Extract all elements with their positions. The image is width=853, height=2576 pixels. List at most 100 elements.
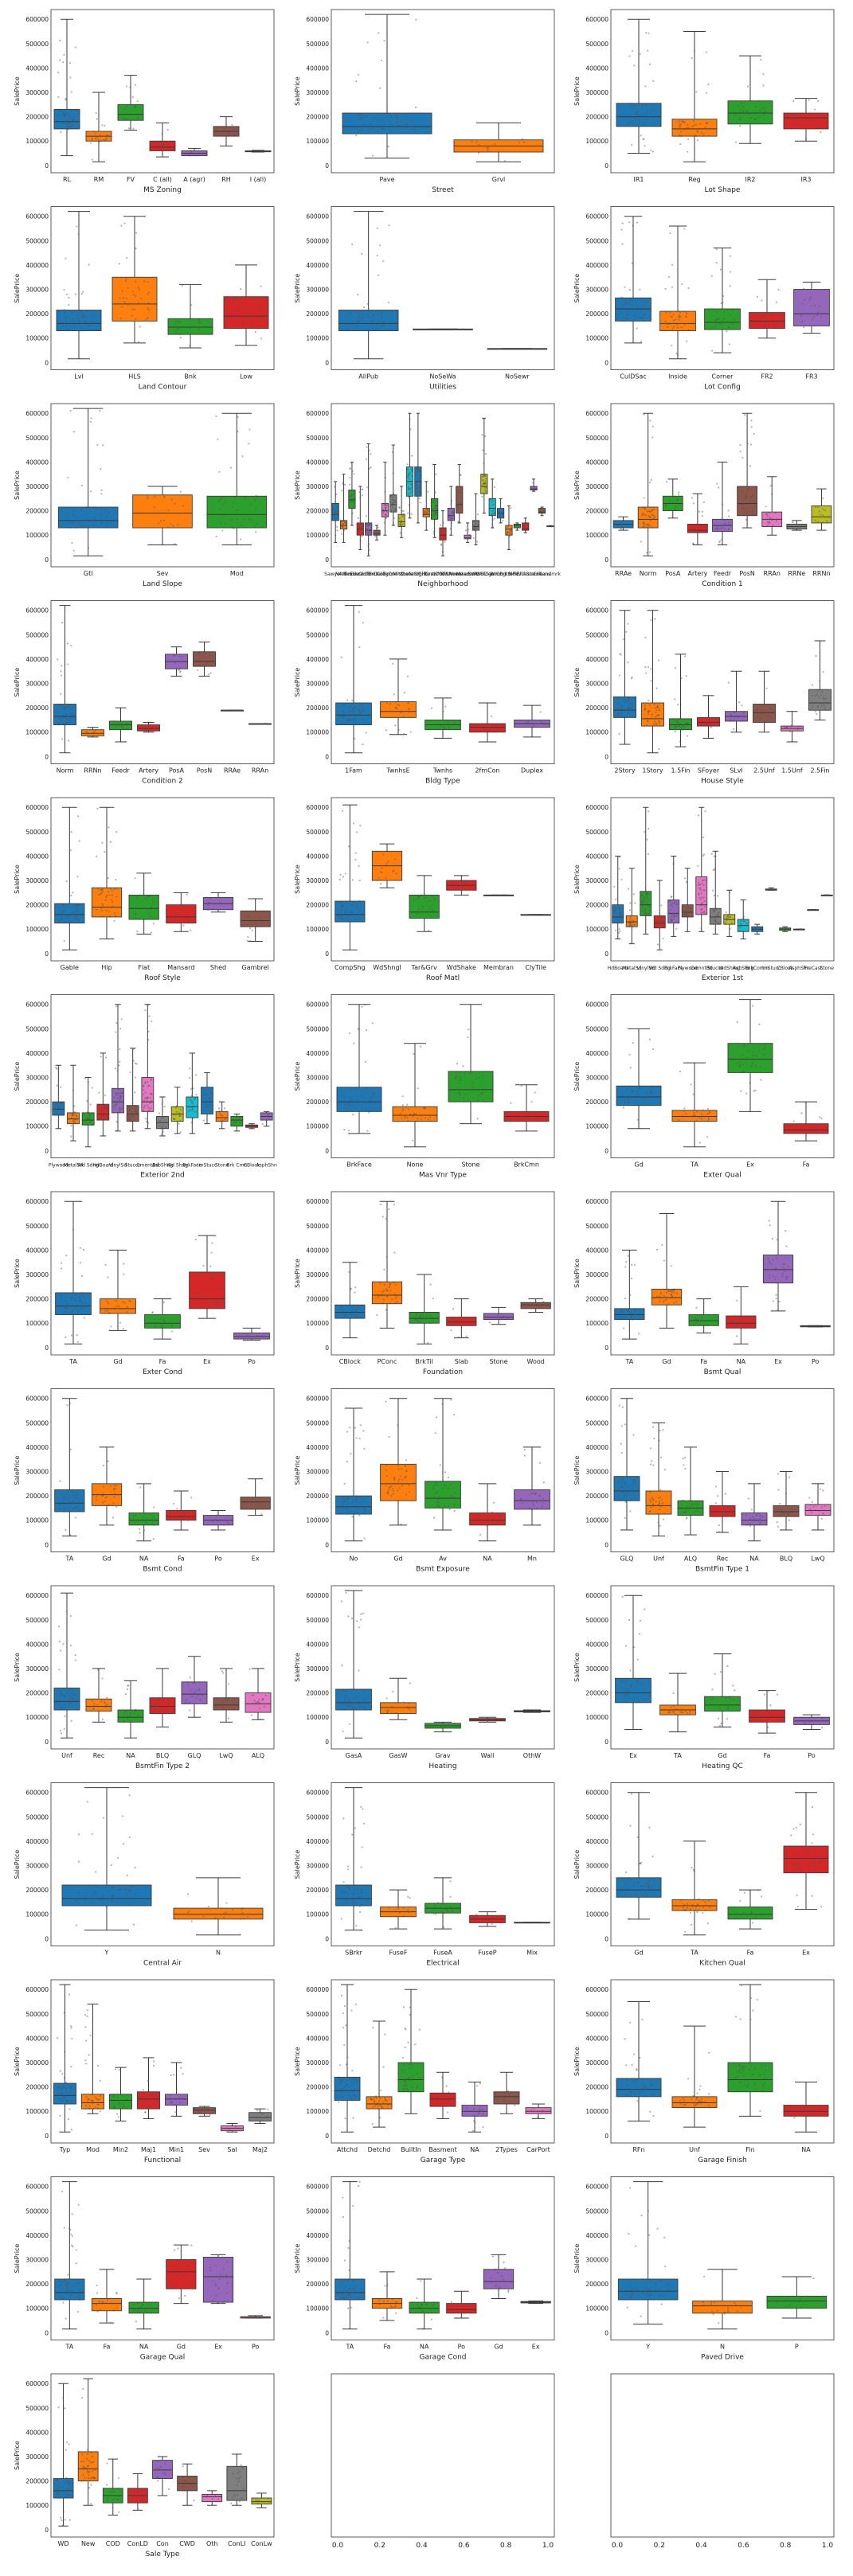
x-tick-label: Tar&Grv bbox=[411, 964, 437, 971]
data-point bbox=[206, 1306, 208, 1308]
data-point bbox=[764, 1044, 765, 1045]
data-point bbox=[641, 895, 643, 896]
data-point bbox=[88, 547, 89, 548]
data-point bbox=[352, 879, 354, 880]
data-point bbox=[432, 1488, 434, 1489]
data-point bbox=[764, 720, 765, 721]
data-point bbox=[483, 1088, 485, 1090]
data-point bbox=[342, 1496, 344, 1497]
data-point bbox=[70, 1298, 72, 1300]
data-point bbox=[71, 1334, 72, 1336]
data-point bbox=[234, 134, 236, 135]
data-point bbox=[385, 865, 387, 866]
data-point bbox=[747, 1050, 749, 1052]
data-point bbox=[645, 32, 647, 33]
data-point bbox=[376, 1314, 378, 1316]
data-point bbox=[387, 1493, 389, 1494]
data-point bbox=[700, 909, 702, 911]
data-point bbox=[460, 505, 462, 506]
data-point bbox=[70, 716, 72, 718]
data-point bbox=[640, 298, 641, 299]
data-point bbox=[634, 902, 636, 904]
data-point bbox=[238, 709, 240, 711]
data-point bbox=[476, 1118, 478, 1119]
data-point bbox=[100, 1107, 101, 1109]
data-point bbox=[54, 1103, 56, 1105]
data-point bbox=[191, 1103, 193, 1104]
data-point bbox=[510, 507, 511, 509]
data-point bbox=[106, 910, 108, 911]
data-point bbox=[119, 1306, 120, 1307]
data-point bbox=[255, 331, 256, 333]
data-point bbox=[66, 1489, 68, 1491]
data-point bbox=[66, 513, 68, 514]
data-point bbox=[101, 910, 103, 911]
data-point bbox=[729, 521, 730, 523]
data-point bbox=[228, 1523, 229, 1524]
data-point bbox=[182, 505, 184, 506]
data-point bbox=[661, 1244, 663, 1246]
data-point bbox=[100, 892, 102, 894]
data-point bbox=[762, 315, 764, 317]
data-point bbox=[61, 1262, 62, 1263]
data-point bbox=[400, 1475, 401, 1477]
data-point bbox=[679, 1071, 681, 1072]
x-tick-label: TA bbox=[624, 1358, 633, 1365]
data-point bbox=[214, 1301, 216, 1302]
data-point bbox=[189, 1077, 190, 1079]
x-axis-label: Exter Cond bbox=[143, 1368, 182, 1376]
data-point bbox=[75, 46, 76, 48]
data-point bbox=[389, 1487, 390, 1489]
data-point bbox=[366, 515, 367, 517]
data-point bbox=[378, 314, 379, 315]
data-point bbox=[121, 726, 123, 728]
data-point bbox=[762, 84, 764, 86]
x-tick-label: FR2 bbox=[761, 373, 773, 381]
data-point bbox=[104, 1264, 106, 1266]
data-point bbox=[432, 1321, 434, 1323]
y-tick-label: 200000 bbox=[585, 310, 608, 318]
data-point bbox=[394, 701, 396, 703]
data-point bbox=[190, 1095, 192, 1096]
data-point bbox=[97, 888, 99, 890]
data-point bbox=[681, 283, 683, 285]
data-point bbox=[698, 893, 699, 895]
x-axis-label: Exterior 2nd bbox=[140, 1172, 185, 1180]
data-point bbox=[342, 1501, 343, 1503]
y-tick-label: 0 bbox=[605, 753, 608, 760]
data-point bbox=[224, 1107, 225, 1109]
data-point bbox=[96, 856, 97, 857]
x-tick-label: Landmrk bbox=[540, 572, 561, 577]
data-point bbox=[467, 1036, 468, 1038]
data-point bbox=[427, 508, 428, 509]
data-point bbox=[379, 1282, 381, 1284]
data-point bbox=[703, 134, 705, 135]
data-point bbox=[385, 1464, 387, 1466]
data-point bbox=[151, 931, 152, 933]
data-point bbox=[346, 1508, 347, 1509]
data-point bbox=[115, 915, 116, 917]
data-point bbox=[392, 507, 393, 509]
data-point bbox=[387, 113, 389, 115]
data-point bbox=[407, 1120, 409, 1122]
data-point bbox=[371, 320, 373, 322]
data-point bbox=[701, 1116, 702, 1118]
data-point bbox=[655, 921, 657, 923]
data-point bbox=[355, 1500, 357, 1501]
data-point bbox=[698, 814, 699, 816]
data-point bbox=[419, 896, 421, 897]
data-point bbox=[726, 330, 727, 332]
x-tick-label: SFoyer bbox=[698, 767, 720, 775]
data-point bbox=[208, 1110, 209, 1111]
data-point bbox=[393, 495, 395, 497]
data-point bbox=[675, 928, 677, 930]
x-tick-label: Inside bbox=[668, 373, 687, 381]
data-point bbox=[628, 303, 630, 305]
data-point bbox=[115, 1121, 117, 1122]
data-point bbox=[468, 537, 470, 539]
data-point bbox=[161, 142, 162, 144]
data-point bbox=[429, 1315, 431, 1317]
data-point bbox=[92, 158, 93, 160]
subplot-11: 0100000200000300000400000500000600000Sal… bbox=[573, 601, 834, 786]
data-point bbox=[80, 330, 81, 331]
